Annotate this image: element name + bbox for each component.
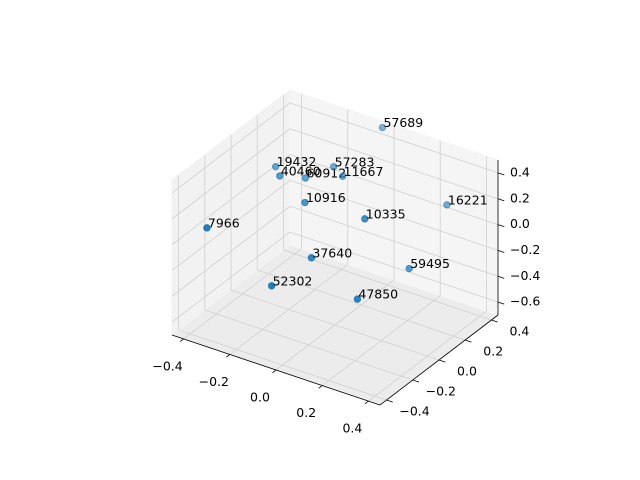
point xyxy=(276,172,284,180)
point xyxy=(267,282,276,290)
grid-line xyxy=(283,249,492,321)
point-label: 59495 xyxy=(410,256,450,271)
grid-line xyxy=(204,309,413,381)
tick-mark xyxy=(412,379,420,383)
grid-line xyxy=(171,180,291,271)
x-tick-label: −0.2 xyxy=(199,374,229,389)
z-tick-label: 0.2 xyxy=(510,190,530,205)
tick-mark xyxy=(497,172,505,176)
grid-line xyxy=(289,128,499,200)
point-label: 10335 xyxy=(366,206,406,221)
tick-mark xyxy=(179,338,184,342)
point-label: 57689 xyxy=(383,115,423,130)
point xyxy=(307,254,316,262)
grid-line xyxy=(171,154,291,245)
point xyxy=(405,264,413,273)
point-label: 52302 xyxy=(273,273,313,288)
tick-mark xyxy=(318,385,323,389)
grid-line xyxy=(289,154,499,225)
y-tick-label: −0.2 xyxy=(426,384,456,399)
grid-line xyxy=(289,205,499,277)
x-tick-label: 0.4 xyxy=(342,421,362,436)
z-tick-label: −0.4 xyxy=(510,268,540,283)
tick-mark xyxy=(497,275,505,279)
grid-line xyxy=(257,269,466,341)
point-label: 19432 xyxy=(277,154,317,169)
grid-line xyxy=(171,128,291,220)
tick-mark xyxy=(465,339,472,343)
tick-mark xyxy=(272,369,277,374)
point-label: 57283 xyxy=(335,154,375,169)
x-tick-label: 0.2 xyxy=(296,405,316,420)
point-label: 40460 xyxy=(281,163,321,178)
point-label: 47850 xyxy=(358,287,398,302)
point xyxy=(329,163,338,171)
tick-mark xyxy=(497,198,505,202)
point xyxy=(353,295,362,303)
tick-mark xyxy=(491,319,498,323)
grid-line xyxy=(171,231,291,323)
z-tick-label: 0.0 xyxy=(510,216,530,231)
point xyxy=(338,172,347,180)
x-axis-line xyxy=(171,334,381,406)
point xyxy=(271,162,280,171)
grid-line xyxy=(289,231,499,303)
x-tick-label: 0.0 xyxy=(250,390,270,405)
z-tick-label: −0.6 xyxy=(510,294,540,309)
tick-mark xyxy=(497,301,505,305)
y-tick-label: 0.2 xyxy=(483,344,503,359)
point xyxy=(301,174,310,182)
point xyxy=(361,215,369,223)
grid-line xyxy=(171,205,291,297)
point xyxy=(203,224,211,232)
point xyxy=(443,201,451,209)
point-label: 10916 xyxy=(306,190,346,205)
grid-line xyxy=(230,289,440,361)
z-tick-label: −0.2 xyxy=(510,242,540,257)
grid-line xyxy=(171,102,291,194)
tick-mark xyxy=(497,250,505,253)
y-axis-line xyxy=(379,314,499,406)
x-tick-label: −0.4 xyxy=(152,358,182,373)
tick-mark xyxy=(497,224,505,228)
z-tick-label: 0.4 xyxy=(510,164,530,179)
y-tick-label: 0.4 xyxy=(509,324,529,339)
grid-line xyxy=(289,102,499,174)
point xyxy=(378,123,387,132)
tick-mark xyxy=(386,399,393,403)
tick-mark xyxy=(438,359,446,363)
y-tick-label: 0.0 xyxy=(457,364,477,379)
point-label: 37640 xyxy=(312,245,352,260)
point-label: 16221 xyxy=(448,192,488,207)
point-label: 7966 xyxy=(208,215,240,230)
point-label: 11667 xyxy=(344,164,384,179)
tick-mark xyxy=(225,354,231,358)
grid-line xyxy=(289,180,499,251)
y-tick-label: −0.4 xyxy=(399,404,429,419)
tick-mark xyxy=(364,400,369,405)
grid-line xyxy=(178,329,387,401)
point xyxy=(301,198,309,207)
